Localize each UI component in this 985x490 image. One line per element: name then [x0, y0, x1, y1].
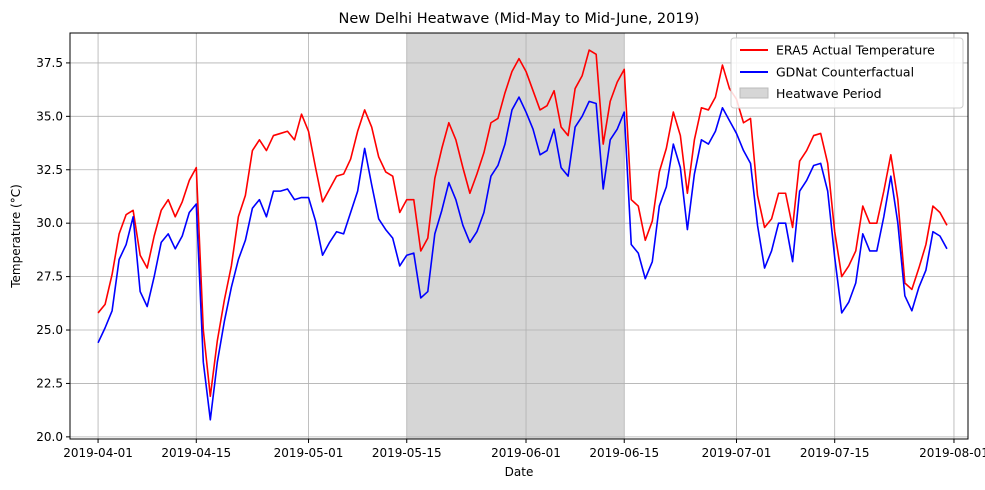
grid-layer	[70, 33, 968, 439]
y-tick-label: 30.0	[36, 216, 63, 230]
legend-box	[730, 37, 964, 109]
x-axis: 2019-04-01 2019-04-15 2019-05-01 2019-05-15…	[63, 439, 985, 460]
x-tick-label: 2019-04-15	[161, 446, 231, 460]
x-tick-label: 2019-04-01	[63, 446, 133, 460]
y-axis-label: Temperature (°C)	[9, 184, 23, 289]
y-tick-label: 25.0	[36, 323, 63, 337]
series-layer	[97, 49, 948, 421]
y-tick-label: 20.0	[36, 430, 63, 444]
x-axis-label: Date	[505, 465, 534, 479]
chart-title: New Delhi Heatwave (Mid-May to Mid-June,…	[339, 11, 700, 27]
legend: ERA5 Actual Temperature GDNat Counterfac…	[730, 37, 964, 109]
legend-label-heatwave: Heatwave Period	[776, 86, 882, 101]
legend-label-era5: ERA5 Actual Temperature	[776, 43, 935, 58]
series-line-era5	[97, 49, 948, 398]
x-tick-label: 2019-06-01	[491, 446, 561, 460]
x-tick-label: 2019-08-01	[919, 446, 985, 460]
y-tick-label: 32.5	[36, 163, 63, 177]
x-tick-label: 2019-07-15	[800, 446, 870, 460]
y-tick-label: 35.0	[36, 109, 63, 123]
shaded-region-layer	[406, 33, 625, 439]
y-tick-label: 22.5	[36, 376, 63, 390]
y-tick-label: 27.5	[36, 270, 63, 284]
heatwave-period-region	[406, 33, 625, 439]
x-tick-label: 2019-05-15	[372, 446, 442, 460]
y-axis: 20.0 22.5 25.0 27.5 30.0 32.5 35.0 37.5	[36, 56, 70, 444]
legend-label-gdnat: GDNat Counterfactual	[776, 65, 914, 80]
legend-swatch-heatwave	[739, 87, 769, 99]
x-tick-label: 2019-07-01	[702, 446, 772, 460]
plot-frame	[69, 32, 969, 440]
x-tick-label: 2019-05-01	[274, 446, 344, 460]
y-tick-label: 37.5	[36, 56, 63, 70]
series-line-gdnat	[97, 96, 948, 421]
x-tick-label: 2019-06-15	[589, 446, 659, 460]
